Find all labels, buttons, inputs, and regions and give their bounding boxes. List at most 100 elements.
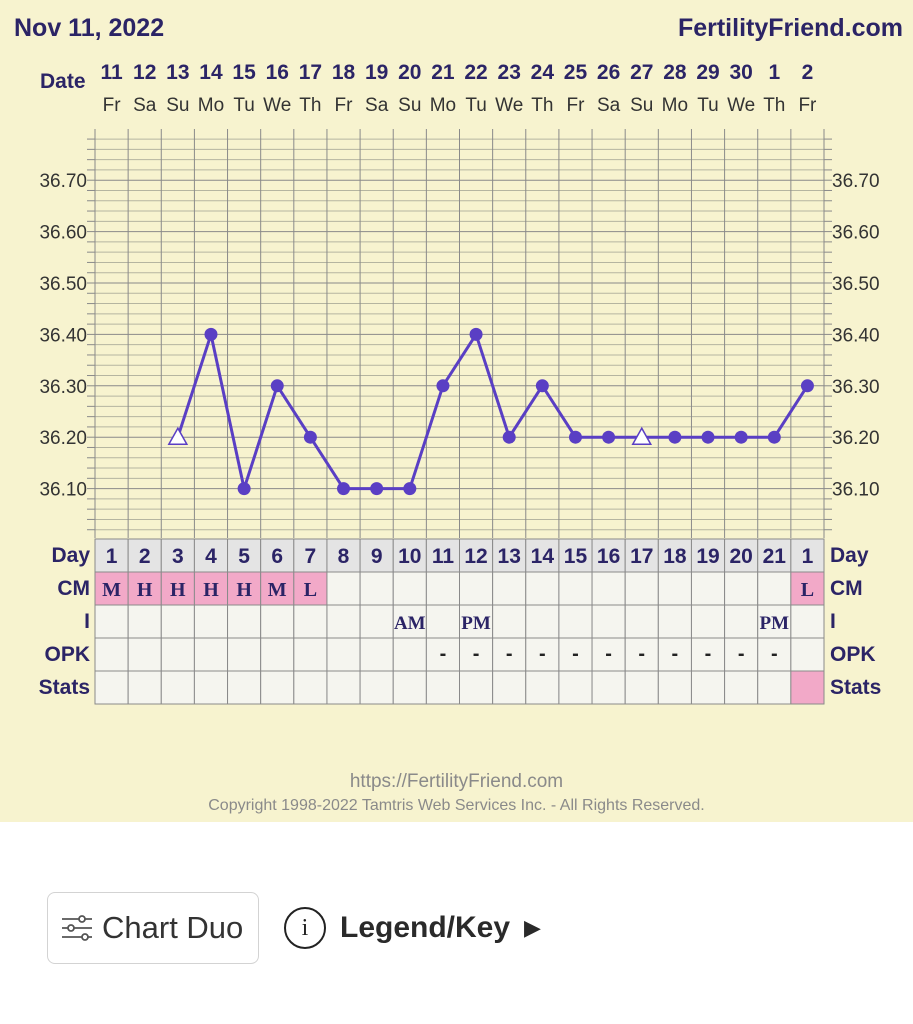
intercourse-value: PM (760, 613, 790, 634)
cm-value: H (236, 579, 252, 601)
data-point[interactable] (370, 482, 384, 496)
site-name[interactable]: FertilityFriend.com (677, 14, 903, 42)
weekday-label: Mo (662, 95, 688, 116)
data-point[interactable] (337, 482, 351, 496)
cycle-day-label: 1 (802, 545, 814, 568)
cycle-day-label: 19 (696, 545, 719, 568)
data-point[interactable] (535, 379, 549, 393)
i-cell (293, 604, 328, 639)
y-tick-label: 36.50 (832, 274, 880, 295)
data-point[interactable] (204, 327, 218, 341)
data-point[interactable] (436, 379, 450, 393)
date-label: 19 (365, 61, 388, 84)
stats-row-label-right: Stats (830, 676, 881, 699)
cm-value: M (102, 579, 121, 601)
stats-cell (790, 670, 825, 705)
weekday-label: We (495, 95, 523, 116)
cm-cell (260, 571, 295, 606)
data-point[interactable] (800, 379, 814, 393)
y-tick-label: 36.10 (39, 480, 87, 501)
data-point[interactable] (237, 482, 251, 496)
legend-key-label: Legend/Key (340, 911, 511, 944)
legend-key-link[interactable]: i Legend/Key ▶ (284, 904, 541, 952)
weekday-label: Th (531, 95, 553, 116)
stats-cell (624, 670, 659, 705)
chart-duo-button[interactable]: Chart Duo (47, 892, 259, 964)
cm-cell (657, 571, 692, 606)
footer-url[interactable]: https://FertilityFriend.com (349, 771, 564, 792)
chart-duo-label: Chart Duo (102, 910, 244, 945)
data-point[interactable] (668, 430, 682, 444)
chart-panel: Date 11 Fr 12 Sa 13 Su 14 Mo 15 Tu 16 We 17 Th 18 Fr 19 Sa… (0, 0, 913, 822)
data-point-open[interactable] (167, 426, 189, 445)
data-point-open[interactable] (631, 426, 653, 445)
i-cell (757, 604, 792, 639)
opk-cell (657, 637, 692, 672)
opk-cell (127, 637, 162, 672)
stats-cell (227, 670, 262, 705)
y-tick-label: 36.30 (39, 377, 87, 398)
weekday-label: We (727, 95, 755, 116)
y-tick-label: 36.10 (832, 480, 880, 501)
data-point[interactable] (602, 430, 616, 444)
date-label: 2 (802, 61, 814, 84)
weekday-label: Sa (133, 95, 157, 116)
cycle-day-label: 12 (464, 545, 487, 568)
weekday-label: Fr (103, 95, 122, 116)
cycle-day-label: 11 (432, 545, 455, 568)
stats-cell (193, 670, 229, 705)
opk-value: - (473, 643, 480, 665)
cm-value: H (203, 579, 219, 601)
data-point[interactable] (767, 430, 781, 444)
day-row-label-right: Day (830, 544, 869, 567)
i-cell (160, 604, 195, 639)
i-cell (525, 604, 560, 639)
stats-cell (690, 670, 726, 705)
date-label: 16 (266, 61, 289, 84)
i-cell (359, 604, 394, 639)
cycle-day-label: 6 (271, 545, 283, 568)
cm-value: L (304, 579, 317, 601)
date-label: 13 (166, 61, 189, 84)
stats-cell (525, 670, 560, 705)
opk-cell (690, 637, 726, 672)
weekday-label: Fr (798, 95, 817, 116)
i-cell (193, 604, 229, 639)
data-point[interactable] (469, 327, 483, 341)
date-row-label: Date (40, 70, 86, 93)
date-label: 18 (332, 61, 356, 84)
cm-value: H (137, 579, 153, 601)
cm-cell (690, 571, 726, 606)
stats-cell (160, 670, 195, 705)
opk-cell (492, 637, 527, 672)
opk-cell (227, 637, 262, 672)
data-point[interactable] (734, 430, 748, 444)
y-tick-label: 36.60 (39, 223, 87, 244)
data-point[interactable] (403, 482, 417, 496)
cycle-day-label: 9 (371, 545, 383, 568)
cycle-day-label: 3 (172, 545, 184, 568)
weekday-label: Mo (198, 95, 224, 116)
date-label: 12 (133, 61, 156, 84)
opk-cell (326, 637, 361, 672)
i-cell (690, 604, 726, 639)
data-point[interactable] (303, 430, 317, 444)
stats-cell (558, 670, 593, 705)
i-row-label-right: I (830, 610, 836, 633)
opk-value: - (705, 643, 712, 665)
data-point[interactable] (701, 430, 715, 444)
cycle-day-label: 15 (564, 545, 588, 568)
sliders-icon (62, 915, 92, 941)
data-point[interactable] (270, 379, 284, 393)
bbt-chart: Date 11Fr12Sa13Su14Mo15Tu16We17Th18Fr19Sa… (39, 61, 881, 705)
stats-cell (392, 670, 427, 705)
cm-row-label: CM (57, 577, 90, 600)
opk-cell (293, 637, 328, 672)
data-point[interactable] (502, 430, 516, 444)
stats-cell (459, 670, 494, 705)
weekday-label: Sa (365, 95, 389, 116)
data-point[interactable] (568, 430, 582, 444)
cycle-day-label: 7 (305, 545, 317, 568)
day-cell (757, 538, 792, 573)
i-cell (657, 604, 692, 639)
